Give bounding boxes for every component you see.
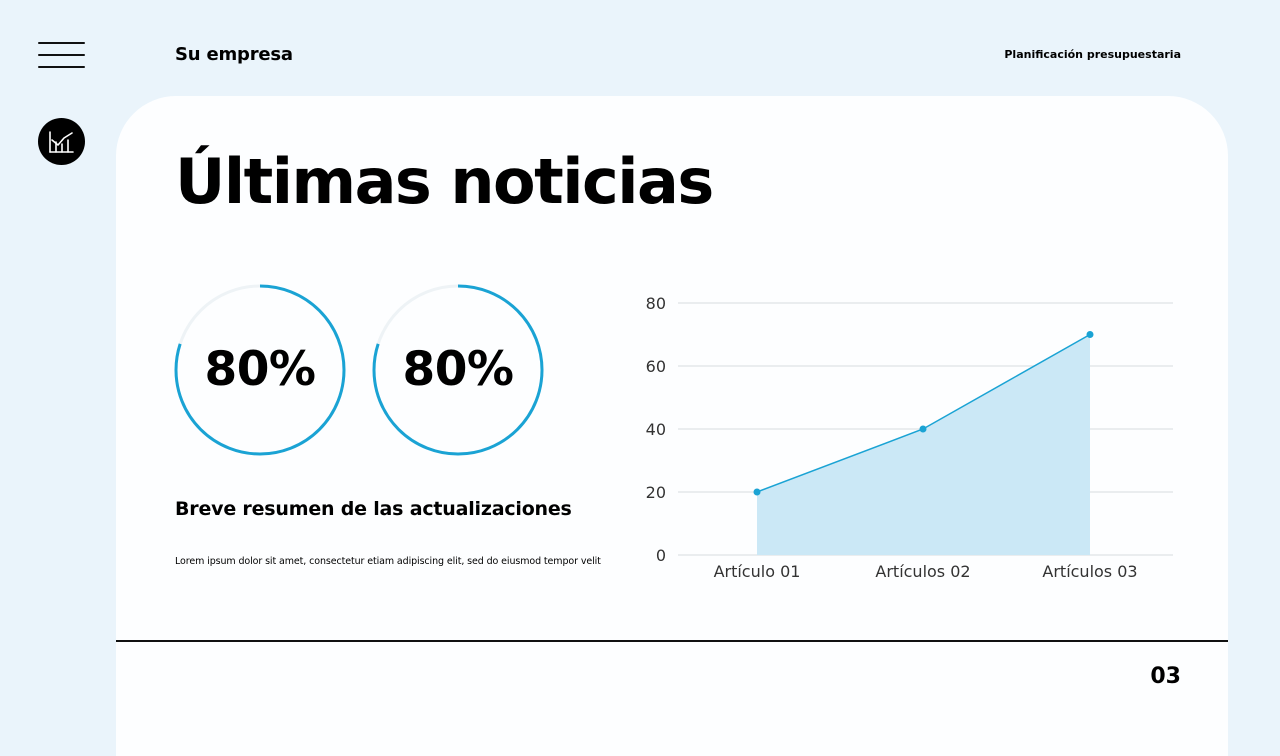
gauge-progress-arc: [174, 284, 346, 456]
summary-heading: Breve resumen de las actualizaciones: [175, 498, 572, 520]
y-tick-label: 40: [646, 420, 666, 439]
area-fill: [757, 334, 1090, 555]
y-tick-label: 80: [646, 294, 666, 313]
gauge-ring: [372, 284, 544, 456]
progress-gauge: 80%: [174, 284, 346, 456]
gauge-value: 80%: [204, 342, 317, 397]
gauge-progress-arc: [372, 284, 544, 456]
company-name: Su empresa: [175, 44, 293, 65]
page-number: 03: [1150, 664, 1181, 689]
hamburger-menu-icon[interactable]: [38, 42, 86, 70]
y-tick-label: 0: [656, 546, 666, 565]
data-point: [919, 425, 927, 433]
y-tick-label: 20: [646, 483, 666, 502]
gauge-ring: [174, 284, 346, 456]
y-tick-label: 60: [646, 357, 666, 376]
summary-text: Lorem ipsum dolor sit amet, consectetur …: [175, 556, 601, 567]
data-point: [753, 488, 761, 496]
menu-line: [38, 42, 85, 44]
menu-line: [38, 66, 85, 68]
progress-gauge: 80%: [372, 284, 544, 456]
x-tick-label: Artículos 03: [1042, 562, 1137, 581]
x-tick-label: Artículo 01: [714, 562, 801, 581]
page-title: Últimas noticias: [175, 145, 714, 218]
menu-line: [38, 54, 85, 56]
gauge-value: 80%: [402, 342, 515, 397]
area-chart: 0 20 40 60 80 Artículo 01 Artículos 02 Artículo…: [620, 280, 1190, 590]
header-subtitle: Planificación presupuestaria: [1004, 48, 1181, 61]
data-point: [1086, 331, 1094, 338]
x-tick-label: Artículos 02: [875, 562, 970, 581]
bar-chart-logo-icon: [38, 118, 85, 165]
area-chart-svg: 0 20 40 60 80 Artículo 01 Artículos 02 Artículo…: [646, 294, 1173, 581]
footer-divider: [116, 640, 1228, 642]
